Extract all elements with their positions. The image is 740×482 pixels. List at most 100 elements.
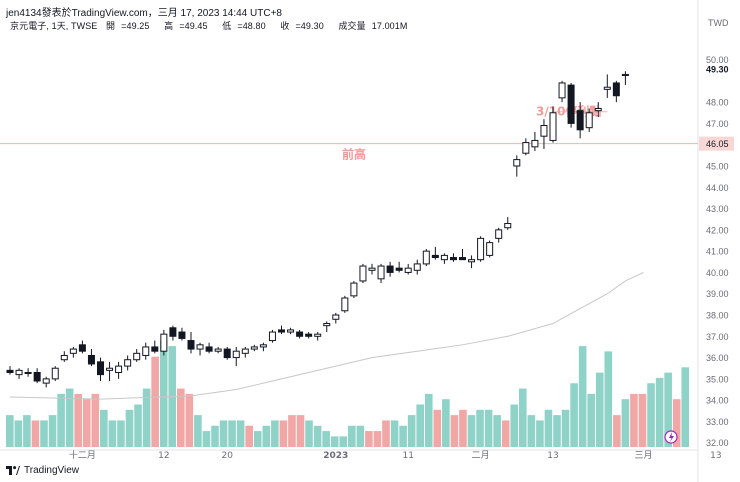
candle-body bbox=[377, 265, 385, 280]
ohlc-open-value: =49.25 bbox=[121, 21, 150, 31]
candle bbox=[368, 263, 376, 275]
volume-bar bbox=[647, 383, 655, 447]
candle bbox=[422, 249, 430, 267]
volume-bar bbox=[185, 393, 194, 447]
candle-body bbox=[468, 259, 476, 263]
candle bbox=[504, 217, 512, 230]
candle-body bbox=[196, 344, 204, 350]
tradingview-logo[interactable]: TradingView bbox=[6, 465, 79, 476]
ohlc-close-label: 收 bbox=[280, 21, 290, 31]
candle bbox=[386, 261, 394, 277]
candle bbox=[232, 346, 240, 367]
candle bbox=[250, 344, 258, 352]
candle bbox=[323, 321, 331, 333]
candle bbox=[223, 346, 231, 360]
volume-bar bbox=[322, 431, 330, 447]
candle bbox=[196, 342, 204, 356]
volume-bar bbox=[108, 420, 117, 447]
candle bbox=[621, 71, 629, 86]
candle bbox=[513, 155, 521, 177]
candle-body bbox=[305, 333, 313, 337]
candle-body bbox=[250, 346, 258, 350]
y-tick-label: 39.00 bbox=[706, 289, 729, 299]
candle-body bbox=[332, 314, 340, 320]
candle bbox=[305, 332, 313, 339]
candle bbox=[78, 340, 86, 354]
candle-body bbox=[296, 331, 304, 337]
volume-bar bbox=[519, 388, 527, 447]
candle bbox=[377, 263, 385, 284]
volume-bar bbox=[587, 393, 595, 447]
tradingview-brand: TradingView bbox=[24, 465, 80, 476]
x-tick-label: 2023 bbox=[323, 451, 348, 461]
candle-body bbox=[567, 84, 575, 124]
x-tick-label: 13 bbox=[710, 451, 721, 461]
candle-body bbox=[214, 348, 222, 352]
y-tick-label: 40.00 bbox=[706, 268, 729, 278]
candle-body bbox=[540, 125, 548, 137]
tradingview-logo-icon bbox=[6, 466, 20, 475]
y-tick-label: 38.00 bbox=[706, 311, 729, 321]
candle-body bbox=[278, 329, 285, 333]
y-tick-label: 43.00 bbox=[706, 204, 729, 214]
volume-bar bbox=[117, 420, 125, 447]
candle-body bbox=[531, 139, 539, 148]
volume-bar bbox=[14, 420, 23, 447]
candle-body bbox=[504, 222, 512, 229]
volume-bar bbox=[159, 340, 168, 447]
candle-body bbox=[15, 369, 23, 376]
candle-body bbox=[576, 110, 584, 131]
volume-bar bbox=[510, 404, 519, 447]
y-tick-label: 48.00 bbox=[706, 98, 729, 108]
volume-bar bbox=[442, 399, 450, 447]
candle bbox=[15, 368, 23, 379]
candle bbox=[33, 368, 41, 384]
x-tick-label: 12 bbox=[158, 451, 169, 461]
level-price-label: 46.05 bbox=[706, 139, 729, 149]
volume-bar bbox=[561, 409, 570, 447]
candle bbox=[495, 227, 503, 243]
candle bbox=[160, 329, 168, 356]
y-tick-label: 37.00 bbox=[706, 332, 729, 342]
candle bbox=[97, 357, 104, 382]
volume-bar bbox=[681, 367, 690, 447]
volume-bar bbox=[382, 420, 390, 447]
candle-body bbox=[549, 112, 557, 141]
candle bbox=[522, 138, 530, 156]
candle-body bbox=[205, 346, 213, 352]
candle bbox=[205, 342, 213, 354]
candle-body bbox=[431, 254, 439, 259]
candle-body bbox=[133, 352, 141, 361]
volume-bar bbox=[330, 436, 339, 447]
volume-bar bbox=[348, 425, 356, 447]
candle-body bbox=[440, 254, 448, 261]
candle-body bbox=[124, 359, 132, 367]
volume-bar bbox=[536, 420, 544, 447]
volume-bar bbox=[313, 425, 322, 447]
ohlc-open: 開 =49.25 bbox=[106, 21, 156, 31]
candle-body bbox=[513, 159, 521, 167]
candle-body bbox=[259, 344, 267, 348]
candle bbox=[531, 131, 539, 152]
symbol-name: 京元電子, 1天, TWSE bbox=[10, 21, 98, 31]
candle bbox=[124, 355, 132, 371]
ohlc-high-value: =49.45 bbox=[179, 21, 208, 31]
volume-bar bbox=[664, 372, 672, 447]
candle-body bbox=[621, 73, 629, 77]
candle bbox=[332, 312, 340, 324]
volume-bar bbox=[638, 393, 647, 447]
volume-bar bbox=[424, 393, 433, 447]
candle bbox=[259, 342, 267, 352]
candle-body bbox=[341, 297, 349, 312]
candle-body bbox=[60, 354, 68, 361]
y-tick-label: 42.00 bbox=[706, 225, 729, 235]
candle bbox=[594, 102, 602, 118]
candle-body bbox=[585, 112, 593, 129]
x-tick-label: 三月 bbox=[634, 450, 652, 461]
volume-bar bbox=[630, 393, 638, 447]
candle bbox=[468, 255, 476, 269]
y-tick-label: 36.00 bbox=[706, 353, 729, 363]
ohlc-close-value: =49.30 bbox=[295, 21, 324, 31]
candle-body bbox=[87, 354, 95, 365]
